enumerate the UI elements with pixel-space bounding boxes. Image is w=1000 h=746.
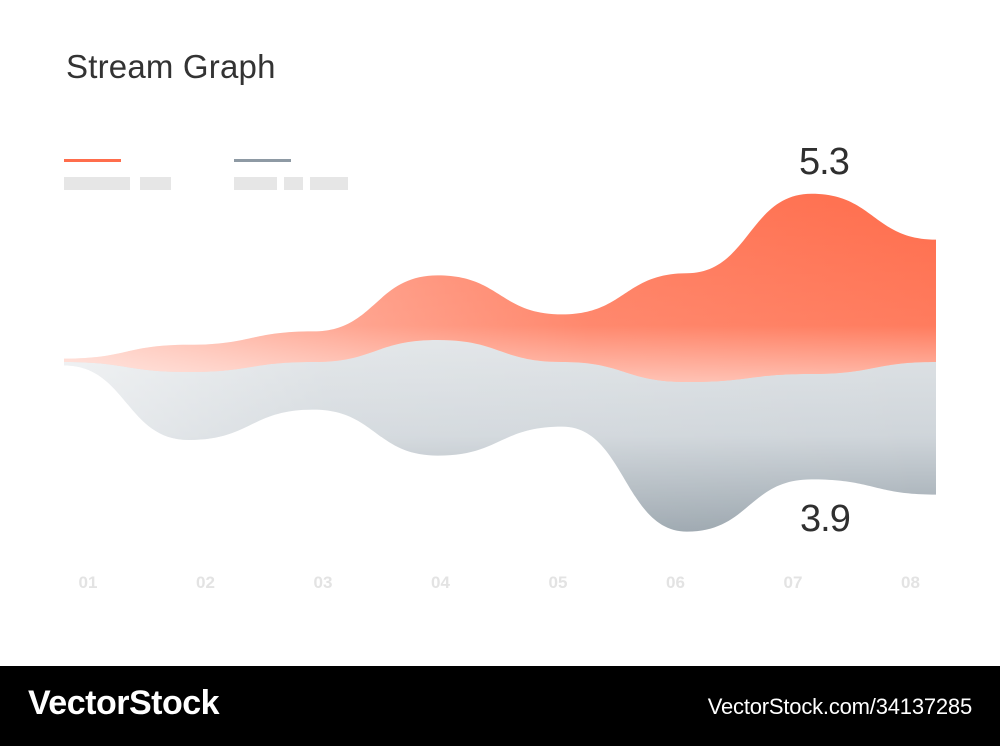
x-tick-label: 05 — [549, 573, 568, 592]
stream-graph: 01 02 03 04 05 06 07 08 — [64, 193, 936, 592]
legend-swatch-series-2 — [234, 159, 291, 162]
legend-label-placeholder — [310, 177, 348, 190]
chart-title: Stream Graph — [66, 48, 276, 85]
legend-label-placeholder — [140, 177, 171, 190]
x-tick-label: 03 — [314, 573, 333, 592]
x-tick-label: 06 — [666, 573, 685, 592]
legend-label-placeholder — [234, 177, 277, 190]
x-tick-label: 01 — [79, 573, 98, 592]
stream-layer-series-1-fade — [64, 193, 936, 382]
legend-swatch-series-1 — [64, 159, 121, 162]
stream-layers — [64, 193, 936, 532]
watermark-url: VectorStock.com/34137285 — [707, 694, 972, 719]
stream-layer-series-2-fade — [64, 340, 936, 532]
end-label-series-2: 3.9 — [800, 498, 851, 540]
x-axis-ticks: 01 02 03 04 05 06 07 08 — [79, 573, 920, 592]
legend-label-placeholder — [284, 177, 303, 190]
peak-label-series-1: 5.3 — [799, 141, 850, 183]
watermark-footer: VectorStock VectorStock.com/34137285 — [0, 666, 1000, 746]
x-tick-label: 02 — [196, 573, 215, 592]
x-tick-label: 04 — [431, 573, 450, 592]
watermark-logo: VectorStock — [28, 684, 220, 722]
x-tick-label: 08 — [901, 573, 920, 592]
x-tick-label: 07 — [784, 573, 803, 592]
legend-label-placeholder — [64, 177, 130, 190]
